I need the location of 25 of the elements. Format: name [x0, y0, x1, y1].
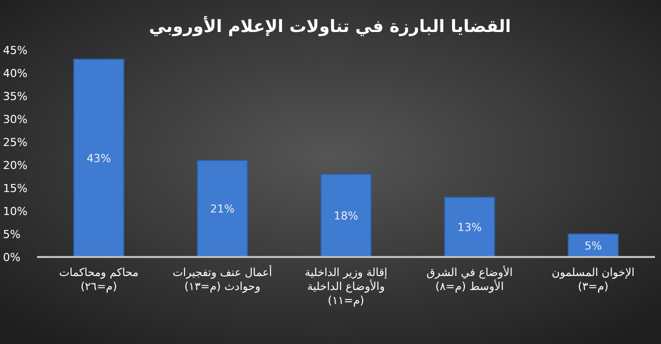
y-tick-label: 30%	[3, 113, 28, 126]
x-tick-label: الإخوان المسلمون (م=٣)	[552, 266, 635, 293]
y-tick-label: 15%	[3, 182, 28, 195]
y-tick-label: 5%	[3, 228, 20, 241]
x-tick-label: أعمال عنف وتفجيرات وحوادث (م=١٣)	[172, 265, 272, 293]
chart-title: القضايا البارزة في تناولات الإعلام الأوروبي	[149, 15, 511, 37]
y-tick-label: 10%	[3, 205, 28, 218]
data-label: 5%	[584, 240, 602, 252]
bar	[444, 196, 496, 258]
x-tick-label: الأوضاع في الشرق الأوسط (م=٨)	[426, 265, 513, 293]
data-label: 21%	[210, 202, 235, 216]
x-tick-label: محاكم ومحاكمات (م=٢٦)	[59, 266, 139, 293]
data-label: 43%	[86, 152, 112, 166]
y-tick-label: 0%	[3, 251, 20, 264]
data-label: 13%	[457, 221, 482, 234]
y-tick-label: 45%	[3, 44, 28, 57]
y-tick-label: 35%	[3, 90, 28, 103]
y-tick-label: 20%	[3, 159, 28, 172]
y-tick-label: 25%	[3, 136, 28, 149]
bar	[73, 58, 124, 258]
bar	[196, 160, 248, 258]
x-tick-label: إقالة وزير الداخلية والأوضاع الداخلية (م=١١)	[304, 266, 388, 307]
bar	[320, 174, 372, 258]
data-label: 18%	[334, 210, 358, 223]
y-tick-label: 40%	[3, 67, 28, 80]
